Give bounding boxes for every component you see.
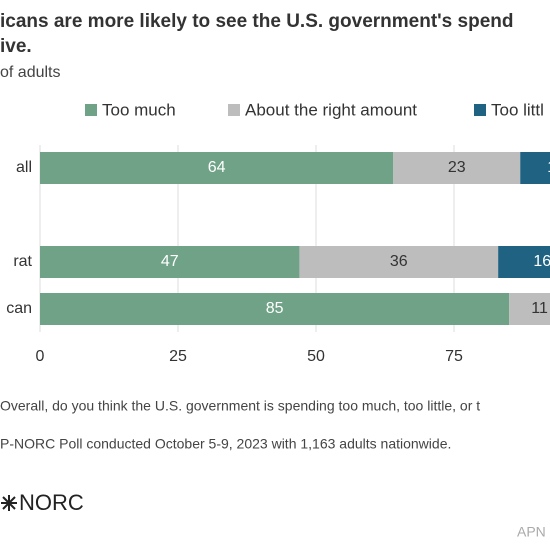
- bar-segment: [40, 293, 510, 325]
- x-tick-label: 0: [36, 348, 45, 365]
- y-tick-label: can: [6, 300, 32, 317]
- bar-segment: [498, 246, 550, 278]
- value-label: 36: [390, 253, 408, 270]
- value-label: 47: [161, 253, 179, 270]
- bar-segment: [520, 152, 550, 184]
- x-tick-label: 50: [307, 348, 325, 365]
- bar-segment: [393, 152, 521, 184]
- y-tick-label: all: [16, 159, 32, 176]
- legend-label: Too littl: [491, 100, 544, 119]
- logo: NORC: [1, 490, 84, 515]
- bar-segment: [40, 246, 300, 278]
- value-label: 13: [547, 159, 550, 176]
- source: P-NORC Poll conducted October 5-9, 2023 …: [0, 436, 451, 452]
- bar-segment: [299, 246, 499, 278]
- legend-swatch: [85, 104, 97, 116]
- logo-text: NORC: [19, 490, 84, 515]
- chart-title: ive.: [0, 36, 32, 57]
- value-label: 16: [533, 253, 550, 270]
- value-label: 23: [448, 159, 466, 176]
- chart-title: icans are more likely to see the U.S. go…: [0, 11, 513, 32]
- legend-label: About the right amount: [245, 100, 417, 119]
- bar-segment: [40, 152, 394, 184]
- x-tick-label: 25: [169, 348, 187, 365]
- value-label: 85: [266, 300, 284, 317]
- footnote: Overall, do you think the U.S. governmen…: [0, 398, 480, 414]
- bar-segment: [509, 293, 550, 325]
- x-tick-label: 75: [445, 348, 463, 365]
- y-tick-label: rat: [13, 253, 32, 270]
- value-label: 64: [208, 159, 226, 176]
- credit: APN: [517, 524, 546, 540]
- subtitle: of adults: [0, 64, 60, 81]
- legend-label: Too much: [102, 100, 176, 119]
- legend-swatch: [474, 104, 486, 116]
- logo-mark: [1, 495, 17, 511]
- value-label: 11: [531, 300, 548, 317]
- legend-swatch: [228, 104, 240, 116]
